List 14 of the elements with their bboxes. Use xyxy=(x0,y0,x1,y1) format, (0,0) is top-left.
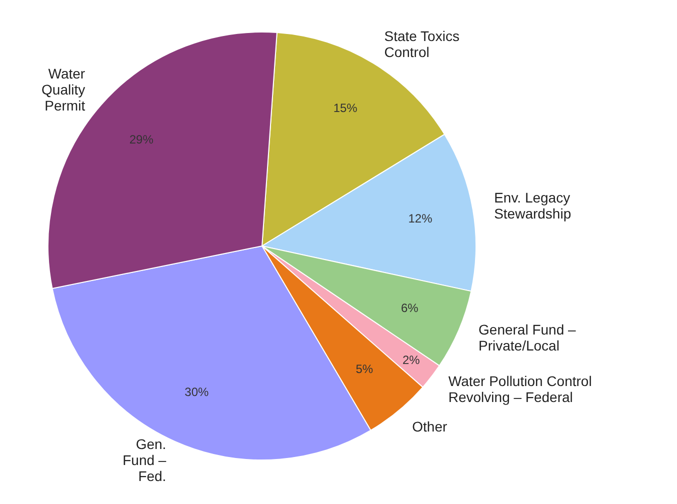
data-label: 30% xyxy=(184,384,210,399)
data-label: 5% xyxy=(356,362,374,376)
data-label: 2% xyxy=(402,353,420,368)
slice-label: Other xyxy=(412,418,448,434)
data-label: 29% xyxy=(129,132,154,146)
slice-label: Water Quality Permit xyxy=(42,65,86,114)
data-label: 12% xyxy=(408,211,433,226)
data-label: 15% xyxy=(333,101,358,116)
slice-label: General Fund – Private/Local xyxy=(478,321,576,354)
slice-label: State Toxics Control xyxy=(384,28,460,60)
slice-label: Water Pollution Control Revolving – Federal xyxy=(448,372,592,404)
slice-label: Gen. Fund – Fed. xyxy=(122,436,166,484)
data-label: 6% xyxy=(400,301,419,316)
slice-label: Env. Legacy Stewardship xyxy=(494,189,572,222)
